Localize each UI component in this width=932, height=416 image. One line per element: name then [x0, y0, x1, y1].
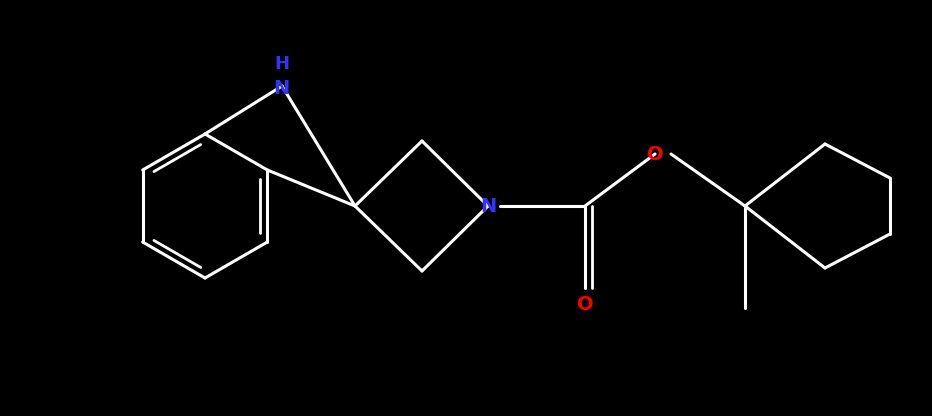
Text: O: O [647, 144, 664, 163]
Text: N: N [480, 196, 496, 215]
Text: H: H [275, 55, 290, 73]
Text: O: O [577, 295, 594, 314]
Text: N: N [273, 79, 289, 97]
